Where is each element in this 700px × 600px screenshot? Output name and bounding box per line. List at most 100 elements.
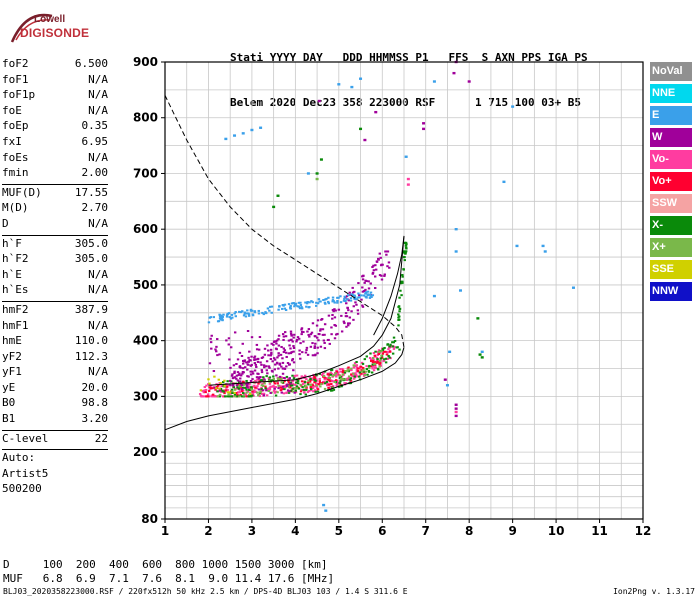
param-row: h`E N/A <box>2 268 108 284</box>
data-point <box>261 382 264 385</box>
data-point <box>302 340 305 343</box>
data-point <box>315 386 319 389</box>
data-point <box>238 395 241 398</box>
data-point <box>278 363 282 366</box>
data-point <box>291 358 295 361</box>
data-point <box>422 127 426 131</box>
data-point <box>249 308 253 311</box>
data-point <box>467 80 471 83</box>
data-point <box>316 302 320 305</box>
data-point <box>255 387 259 390</box>
data-point <box>376 358 379 361</box>
param-value: 17.55 <box>74 185 108 199</box>
data-point <box>315 172 319 175</box>
data-point <box>291 387 295 390</box>
data-point <box>289 332 293 335</box>
data-point <box>378 274 382 277</box>
data-point <box>298 307 302 310</box>
param-key: foF1p <box>2 88 36 102</box>
x-tick-label: 1 <box>161 524 169 538</box>
data-point <box>478 353 482 356</box>
data-point <box>291 384 294 387</box>
data-point <box>235 374 239 377</box>
y-tick-label: 600 <box>133 222 158 236</box>
param-row: Auto: <box>2 451 108 467</box>
data-points <box>198 60 575 512</box>
data-point <box>347 324 350 327</box>
data-point <box>340 375 344 378</box>
data-point <box>279 353 283 356</box>
data-point <box>232 376 235 379</box>
legend-item: Vo+ <box>650 172 692 191</box>
data-point <box>328 373 331 376</box>
data-point <box>380 274 383 277</box>
data-point <box>215 387 218 390</box>
tick-labels: 1 2 3 4 5 6 7 8 9 10 11 128020030040050060070080090… <box>133 55 651 538</box>
data-point <box>316 336 319 339</box>
data-point <box>265 375 268 378</box>
data-point <box>300 328 303 331</box>
data-point <box>392 336 396 339</box>
data-point <box>402 250 406 253</box>
param-row: yF2 112.3 <box>2 350 108 366</box>
data-point <box>330 373 334 376</box>
data-point <box>265 312 268 315</box>
data-point <box>238 365 241 368</box>
param-value: 6.95 <box>81 134 109 148</box>
data-point <box>268 382 272 385</box>
data-point <box>313 381 316 384</box>
data-point <box>398 296 401 299</box>
data-point <box>276 362 279 365</box>
data-point <box>346 322 350 325</box>
data-point <box>336 373 340 376</box>
data-point <box>346 306 349 309</box>
data-point <box>347 294 350 297</box>
data-point <box>285 391 288 394</box>
data-point <box>246 363 249 366</box>
data-point <box>369 294 372 297</box>
param-key: Artist5 <box>2 466 49 480</box>
data-point <box>344 370 347 373</box>
data-point <box>209 384 213 387</box>
data-point <box>233 312 236 315</box>
data-point <box>352 305 355 308</box>
data-point <box>250 355 253 358</box>
legend-item: X+ <box>650 238 692 257</box>
data-point <box>299 357 302 360</box>
data-point <box>323 382 327 385</box>
data-point <box>333 337 337 340</box>
data-point <box>381 348 385 351</box>
data-point <box>397 318 400 321</box>
data-point <box>303 376 307 379</box>
data-point <box>272 343 275 346</box>
data-point <box>263 382 266 385</box>
data-point <box>388 356 391 359</box>
data-point <box>263 366 266 369</box>
data-point <box>216 354 219 357</box>
data-point <box>211 387 214 390</box>
data-point <box>292 302 295 305</box>
data-point <box>356 312 360 315</box>
data-point <box>403 256 406 259</box>
data-point <box>249 373 253 376</box>
data-point <box>315 383 318 386</box>
param-row: foEp 0.35 <box>2 119 108 135</box>
data-point <box>327 302 331 305</box>
data-point <box>312 390 315 393</box>
param-row: C-level 22 <box>2 432 108 448</box>
param-key: MUF(D) <box>2 185 42 199</box>
param-row: fmin 2.00 <box>2 166 108 182</box>
data-point <box>373 361 377 364</box>
data-point <box>318 383 322 386</box>
data-point <box>339 370 343 373</box>
data-point <box>277 344 281 347</box>
data-point <box>265 360 269 363</box>
data-point <box>404 244 408 247</box>
data-point <box>256 372 259 375</box>
data-point <box>347 309 350 312</box>
data-point <box>358 296 361 299</box>
data-point <box>287 339 291 342</box>
data-point <box>233 370 236 373</box>
data-point <box>257 388 261 391</box>
data-point <box>332 388 336 391</box>
